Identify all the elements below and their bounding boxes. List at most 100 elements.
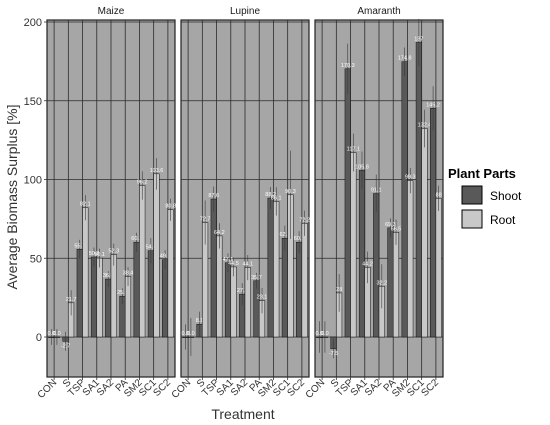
data-label: 55.7 xyxy=(74,243,85,249)
data-label: 47.1 xyxy=(223,257,234,263)
bar-root-sc2 xyxy=(435,198,442,338)
bar-shoot-sm2 xyxy=(267,197,274,338)
x-tick-label: CON xyxy=(36,377,60,401)
bar-root-sm2 xyxy=(139,185,146,338)
data-label: 82.1 xyxy=(80,202,91,208)
legend-swatch-shoot xyxy=(461,185,483,205)
data-label: 86.1 xyxy=(271,195,282,201)
bar-shoot-sa1 xyxy=(358,170,366,338)
x-tick-label: CON xyxy=(304,377,328,401)
x-tick-label: SC2 xyxy=(419,377,441,399)
y-tick-label: 150 xyxy=(24,96,42,108)
data-label: 64.2 xyxy=(214,230,225,236)
data-label: 80.8 xyxy=(165,204,176,210)
bar-root-sc2 xyxy=(301,223,308,338)
bar-root-tsp xyxy=(82,207,89,338)
bar-shoot-sc2 xyxy=(430,108,437,338)
data-label: 38.4 xyxy=(123,271,134,277)
legend-swatch-root xyxy=(461,209,483,229)
bar-root-tsp xyxy=(216,235,223,338)
legend-title: Plant Parts xyxy=(448,166,516,181)
bar-shoot-sm2 xyxy=(401,61,408,338)
data-label: -2.7 xyxy=(61,343,70,349)
data-label: 54.8 xyxy=(146,245,157,251)
data-label: 103.6 xyxy=(150,168,164,174)
data-label: 105.8 xyxy=(355,164,369,170)
bar-shoot-sc1 xyxy=(281,237,288,338)
panel-lupine: Lupine 0.00.0 8.1 72.7 87.6 64.2 47.144.5 27.2 4… xyxy=(170,3,310,401)
x-tick-label: SA2 xyxy=(363,377,384,398)
data-label: 21.7 xyxy=(66,297,77,303)
data-label: 0.0 xyxy=(47,331,55,337)
bar-shoot-sc2 xyxy=(296,241,303,338)
bar-root-sa2 xyxy=(110,254,117,338)
data-label: 88 xyxy=(436,192,442,198)
bar-shoot-sa2 xyxy=(373,193,380,338)
x-tick-label: CON xyxy=(170,377,194,401)
data-label: 49.1 xyxy=(160,254,171,260)
bar-root-sc2 xyxy=(167,209,174,338)
x-tick-label: SC2 xyxy=(285,377,307,399)
legend-label-root: Root xyxy=(490,213,516,227)
data-label: 27.2 xyxy=(237,288,248,294)
y-axis-label: Average Biomass Surplus [%] xyxy=(4,105,20,290)
panels-layer: Maize0.00.0-2.721.755.782.150.850.136.85… xyxy=(36,3,444,401)
data-label: 0.0 xyxy=(181,331,189,337)
bar-root-sm2 xyxy=(407,180,414,338)
data-label: 60.2 xyxy=(294,236,305,242)
data-label: 72.7 xyxy=(200,216,211,222)
x-axis-label: Treatment xyxy=(211,406,274,422)
data-label: 174.8 xyxy=(398,56,412,62)
bar-shoot-sa1 xyxy=(90,256,98,338)
data-label: 88.2 xyxy=(265,192,276,198)
bar-shoot-sc1 xyxy=(147,250,154,338)
x-tick-label: SA2 xyxy=(229,377,250,398)
bar-shoot-tsp xyxy=(344,68,351,338)
data-label: 91.1 xyxy=(371,188,382,194)
bar-root-sa1 xyxy=(230,266,237,338)
bar-shoot-tsp xyxy=(210,198,217,338)
y-tick-label: 0 xyxy=(36,332,42,344)
strip-background xyxy=(47,3,175,19)
data-label: -7.5 xyxy=(329,351,338,357)
data-label: 44.2 xyxy=(362,261,373,267)
bar-root-sc1 xyxy=(421,128,428,338)
panel-maize: Maize0.00.0-2.721.755.782.150.850.136.85… xyxy=(36,3,176,401)
data-label: 44.1 xyxy=(242,262,253,268)
data-label: 99.3 xyxy=(405,175,416,181)
y-tick-label: 200 xyxy=(24,17,42,29)
bar-shoot-pa xyxy=(387,227,394,338)
data-label: 87.6 xyxy=(208,193,219,199)
legend: Plant Parts Shoot Root xyxy=(448,166,522,229)
bar-shoot-sm2 xyxy=(133,241,140,338)
data-label: 60.2 xyxy=(131,236,142,242)
strip-label: Amaranth xyxy=(357,6,400,17)
bar-shoot-sa1 xyxy=(224,262,232,338)
data-label: 0.0 xyxy=(315,331,323,337)
data-label: 62.7 xyxy=(280,232,291,238)
bar-shoot-sc1 xyxy=(415,42,422,338)
data-label: 50.1 xyxy=(94,252,105,258)
bar-shoot-sa2 xyxy=(105,278,112,338)
bar-shoot-sc2 xyxy=(162,259,169,338)
data-label: 69.3 xyxy=(385,222,396,228)
y-tick-label: 100 xyxy=(24,175,42,187)
bar-root-tsp xyxy=(350,152,357,338)
data-label: 117.1 xyxy=(347,147,360,153)
strip-label: Lupine xyxy=(230,6,260,17)
legend-label-shoot: Shoot xyxy=(490,189,522,203)
bar-shoot-tsp xyxy=(76,249,83,338)
data-label: 0.0 xyxy=(321,331,329,337)
data-label: 0.0 xyxy=(53,331,61,337)
data-label: 90.3 xyxy=(285,189,296,195)
data-label: 35.7 xyxy=(251,275,262,281)
data-label: 52.3 xyxy=(108,249,119,255)
data-label: 66.5 xyxy=(391,226,402,232)
strip-background xyxy=(315,3,443,19)
x-tick-label: SC2 xyxy=(151,377,173,399)
data-label: 25.9 xyxy=(117,290,128,296)
data-label: 170.3 xyxy=(341,63,355,69)
panel-amaranth: Amaranth 0.00.0 -7.5 28 170.3 117.1 105.8 44.2 9… xyxy=(304,3,444,401)
data-label: 28 xyxy=(336,287,342,293)
